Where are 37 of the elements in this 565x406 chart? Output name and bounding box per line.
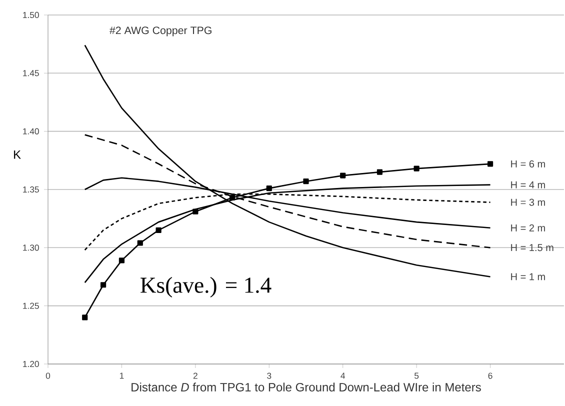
x-tick-label: 0 xyxy=(46,372,50,379)
text: H = 1.5 m xyxy=(511,244,554,252)
point xyxy=(340,172,346,178)
text: H = 3 m xyxy=(511,198,545,206)
series-label: H = 6 m xyxy=(511,160,545,168)
y-tick-label: 1.30 xyxy=(23,244,39,251)
point xyxy=(192,208,198,214)
y-tick-label: 1.20 xyxy=(23,360,39,368)
point xyxy=(414,166,420,172)
y-axis-title: K xyxy=(14,150,21,159)
point xyxy=(156,227,162,234)
point xyxy=(376,169,383,175)
text: H = 2 m xyxy=(511,224,545,232)
text: H = 1 m xyxy=(511,273,545,280)
point xyxy=(303,178,309,184)
x-axis-title: Distance D from TPG1 to Pole Ground Down-Lead WIre in Meters xyxy=(132,382,481,392)
annotation: Ks(ave.) = 1.4 xyxy=(140,276,272,298)
text: #2 AWG Copper TPG xyxy=(110,26,212,36)
point xyxy=(487,161,494,167)
text: H = 4 m xyxy=(511,181,545,188)
point xyxy=(137,240,143,246)
y-tick-label: 1.45 xyxy=(23,70,39,76)
point xyxy=(100,282,106,288)
y-tick-label: 1.40 xyxy=(23,128,39,134)
x-tick-label: 6 xyxy=(488,372,492,379)
x-tick-label: 1 xyxy=(120,372,124,379)
y-tick-label: 1.50 xyxy=(23,12,39,18)
x-tick-label: 2 xyxy=(193,372,198,379)
x-tick-label: 4 xyxy=(340,372,346,379)
y-tick-label: 1.25 xyxy=(23,302,39,309)
point xyxy=(266,186,272,192)
x-tick-label: 3 xyxy=(267,372,272,379)
point xyxy=(82,314,88,320)
point xyxy=(118,258,125,264)
point xyxy=(229,194,236,200)
y-tick-label: 1.35 xyxy=(23,186,39,193)
x-tick-label: 5 xyxy=(414,372,419,379)
